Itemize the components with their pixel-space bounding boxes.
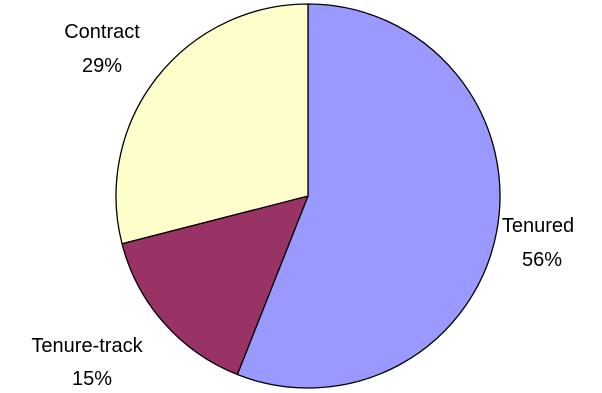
pie-slices: [116, 4, 500, 388]
slice-percent-tenured: 56%: [522, 249, 562, 271]
slice-percent-tenure-track: 15%: [72, 368, 112, 390]
slice-label-tenured: Tenured: [502, 215, 574, 237]
slice-label-contract: Contract: [64, 21, 140, 43]
slice-percent-contract: 29%: [82, 55, 122, 77]
slice-label-tenure-track: Tenure-track: [31, 335, 143, 357]
